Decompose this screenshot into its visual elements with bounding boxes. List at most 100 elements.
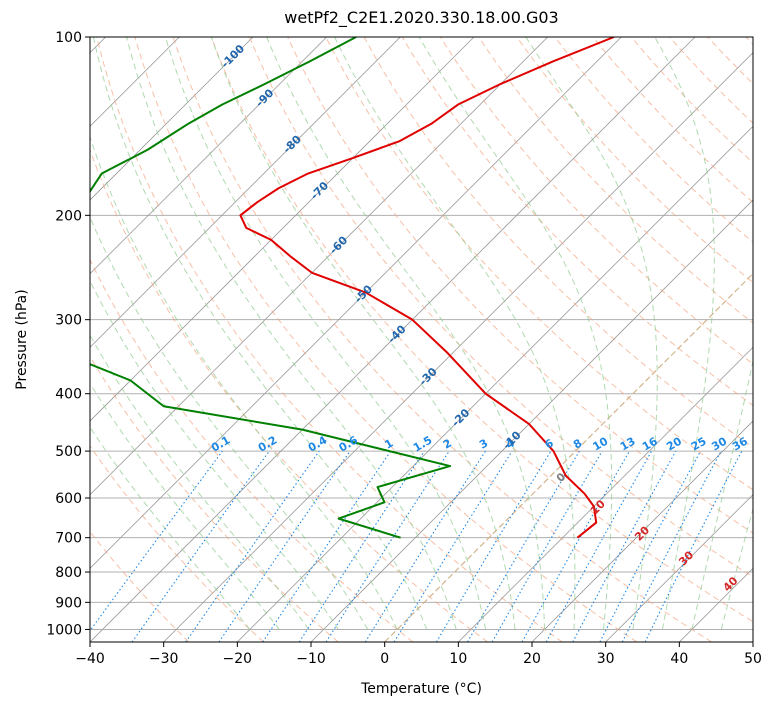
dewpoint-profile-line xyxy=(90,37,452,539)
dry-adiabat-label: -40 xyxy=(385,322,408,345)
mixing-ratio-line xyxy=(435,450,552,642)
y-tick-label: 900 xyxy=(55,595,82,611)
mixing-ratio-line xyxy=(218,450,351,642)
isotherm-line xyxy=(531,420,753,642)
temperature-profile-line xyxy=(239,37,615,539)
dry-adiabat-line xyxy=(745,37,753,46)
mixing-ratio-line xyxy=(393,450,513,642)
dry-adiabat-label: -70 xyxy=(308,179,331,202)
isotherm-line xyxy=(90,37,401,348)
moist-adiabat-line xyxy=(126,37,457,630)
mixing-ratio-line xyxy=(545,450,653,642)
dry-adiabat-line xyxy=(90,258,414,642)
x-tick-label: −20 xyxy=(223,651,253,667)
dry-adiabat-label: -100 xyxy=(219,42,248,71)
isotherm-line xyxy=(605,494,753,642)
moist-adiabat-line xyxy=(164,37,487,630)
mixing-ratio-label: 3 xyxy=(477,437,490,452)
isotherm-line xyxy=(310,199,753,642)
y-tick-label: 200 xyxy=(55,208,82,224)
dry-adiabat-line xyxy=(96,37,563,642)
y-tick-label: 600 xyxy=(55,491,82,507)
moist-adiabat-line xyxy=(418,37,613,630)
moist-adiabat-line xyxy=(90,215,369,630)
isotherm-line xyxy=(679,567,753,642)
mixing-ratio-line xyxy=(364,450,486,642)
moist-adiabat-label: 20 xyxy=(632,523,652,543)
dry-adiabat-line xyxy=(172,37,712,642)
dry-adiabat-label: -90 xyxy=(253,86,276,109)
x-tick-label: 40 xyxy=(670,651,688,667)
x-tick-label: 30 xyxy=(597,651,615,667)
moist-adiabat-line xyxy=(654,37,715,630)
y-tick-label: 400 xyxy=(55,387,82,403)
mixing-ratio-line xyxy=(644,450,743,642)
y-tick-label: 500 xyxy=(55,444,82,460)
y-tick-label: 1000 xyxy=(46,622,82,638)
isotherm-line xyxy=(752,641,753,642)
dry-adiabat-line xyxy=(249,37,753,578)
dry-adiabat-line xyxy=(516,37,753,284)
x-axis-label: Temperature (°C) xyxy=(360,681,482,697)
moist-adiabat-line xyxy=(90,135,398,630)
dry-adiabat-line xyxy=(210,37,753,623)
isotherm-line xyxy=(90,37,327,275)
y-tick-label: 700 xyxy=(55,531,82,547)
dry-adiabat-label: -10 xyxy=(500,428,523,451)
dry-adiabat-label: -80 xyxy=(281,133,304,156)
y-tick-label: 100 xyxy=(55,30,82,46)
dry-adiabat-line xyxy=(287,37,753,534)
dry-adiabat-line xyxy=(325,37,753,491)
moist-adiabat-label: 30 xyxy=(676,548,696,568)
moist-adiabat-line xyxy=(90,382,280,630)
moist-adiabat-line xyxy=(720,506,753,630)
x-tick-label: 20 xyxy=(523,651,541,667)
moist-adiabat-line xyxy=(90,279,339,630)
y-tick-label: 800 xyxy=(55,565,82,581)
moist-adiabat-line xyxy=(525,37,658,630)
isotherm-line xyxy=(384,272,753,642)
chart-title: wetPf2_C2E1.2020.330.18.00.G03 xyxy=(284,8,559,27)
x-tick-label: −30 xyxy=(149,651,179,667)
dry-adiabat-line xyxy=(90,445,264,642)
mixing-ratio-line xyxy=(262,450,392,642)
moist-adiabat-line xyxy=(210,37,516,630)
mixing-ratio-line xyxy=(572,450,677,642)
moist-adiabat-label: 10 xyxy=(588,497,608,517)
mixing-ratio-line xyxy=(131,450,270,642)
plot-frame xyxy=(89,36,754,643)
mixing-ratio-line xyxy=(521,450,630,642)
y-tick-label: 300 xyxy=(55,313,82,329)
isotherm-line xyxy=(90,37,254,201)
mixing-ratio-line xyxy=(298,450,425,642)
moist-adiabat-line xyxy=(90,426,251,630)
x-tick-label: 50 xyxy=(744,651,762,667)
y-axis-label: Pressure (hPa) xyxy=(14,289,30,389)
x-tick-label: −40 xyxy=(75,651,105,667)
moist-adiabat-label: 40 xyxy=(721,574,741,594)
x-tick-label: −10 xyxy=(296,651,326,667)
moist-adiabat-line xyxy=(90,334,310,630)
isotherm-line xyxy=(90,37,475,422)
x-tick-label: 0 xyxy=(380,651,389,667)
mixing-ratio-label: 2 xyxy=(441,437,454,452)
dry-adiabat-line xyxy=(439,37,753,365)
moist-adiabat-line xyxy=(334,37,576,630)
moist-adiabat-line xyxy=(691,358,753,630)
dry-adiabat-label: -20 xyxy=(449,406,472,429)
dry-adiabat-label: -50 xyxy=(352,282,375,305)
mixing-ratio-label: 6 xyxy=(543,436,556,451)
dry-adiabat-line xyxy=(90,355,339,642)
dry-adiabat-line xyxy=(478,37,753,324)
isotherm-line xyxy=(458,346,753,642)
moist-adiabat-line xyxy=(266,37,546,630)
mixing-ratio-line xyxy=(185,450,320,642)
plot-area xyxy=(90,37,753,642)
mixing-ratio-line xyxy=(90,450,223,632)
dry-adiabat-label: -60 xyxy=(327,233,350,256)
mixing-ratio-line xyxy=(325,450,450,642)
isotherm-line xyxy=(90,37,622,569)
mixing-ratio-line xyxy=(599,450,702,642)
isotherm-line xyxy=(90,37,696,642)
